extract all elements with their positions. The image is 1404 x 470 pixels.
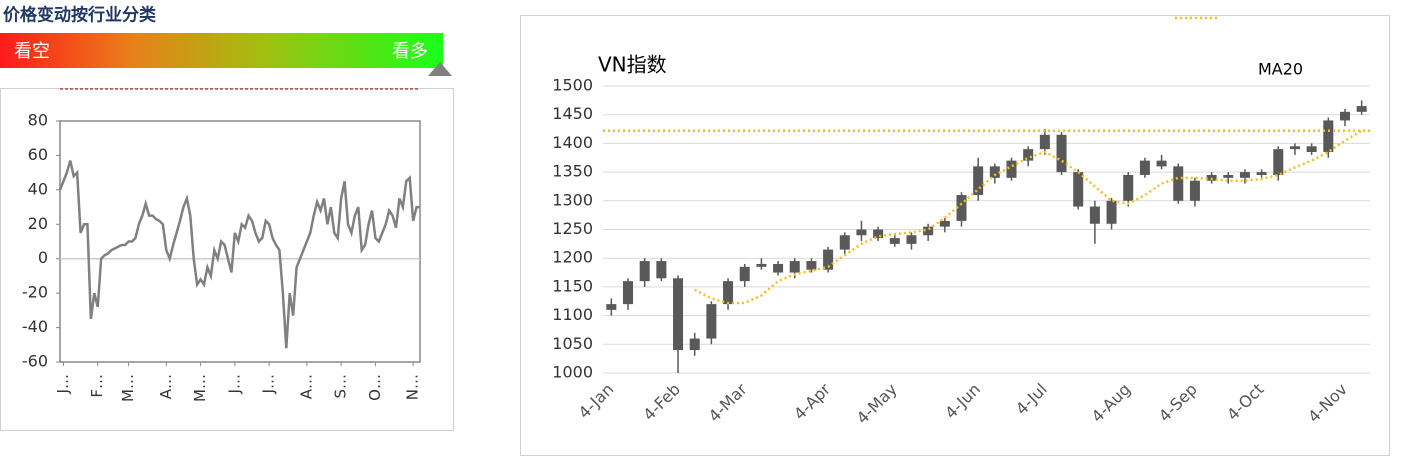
candle-body xyxy=(689,338,700,351)
candle-body xyxy=(1256,172,1267,175)
x-tick-label: N… xyxy=(404,374,422,400)
candle-body xyxy=(1023,149,1034,161)
candle-body xyxy=(856,229,867,236)
candle-body xyxy=(1056,134,1067,173)
chart-title: VN指数 xyxy=(598,53,667,77)
candle-body xyxy=(1306,146,1317,153)
y-tick-label: 1350 xyxy=(552,162,593,181)
x-tick-label: 4-Jun xyxy=(941,380,984,423)
x-tick-label: 4-May xyxy=(853,380,901,428)
x-tick-label: F… xyxy=(88,374,106,398)
y-tick-label: 1450 xyxy=(552,104,593,123)
x-tick-label: 4-Nov xyxy=(1304,380,1351,427)
candle-body xyxy=(873,229,884,239)
y-tick-label: 0 xyxy=(38,248,48,267)
candle-body xyxy=(706,304,717,339)
data-line xyxy=(58,160,420,349)
x-tick-label: 4-Sep xyxy=(1155,380,1201,426)
candle-body xyxy=(906,235,917,244)
y-tick-label: 1050 xyxy=(552,334,593,353)
candle-body xyxy=(623,281,634,305)
candle-body xyxy=(1156,160,1167,167)
candle-body xyxy=(1089,206,1100,224)
candle-body xyxy=(606,304,617,310)
candle-body xyxy=(989,166,1000,178)
x-tick-label: 4-Feb xyxy=(639,380,684,425)
y-tick-label: 1250 xyxy=(552,219,593,238)
panel-title: 价格变动按行业分类 xyxy=(3,5,157,26)
candle-body xyxy=(1273,149,1284,175)
x-tick-label: 4-Apr xyxy=(790,379,834,423)
bearish-label: 看空 xyxy=(14,41,50,62)
x-tick-label: M… xyxy=(119,374,137,402)
candle-body xyxy=(823,249,834,270)
legend-label: MA20 xyxy=(1258,60,1303,79)
plot-frame xyxy=(59,120,421,363)
candle-body xyxy=(1139,160,1150,175)
y-tick-label: 60 xyxy=(28,145,48,164)
x-tick-label: J… xyxy=(225,374,243,394)
bullish-label: 看多 xyxy=(392,41,428,62)
candle-body xyxy=(1289,146,1300,150)
candle-body xyxy=(723,281,734,305)
candle-body xyxy=(639,261,650,282)
x-tick-label: A… xyxy=(297,374,315,399)
candle-body xyxy=(756,263,767,267)
x-tick-label: O… xyxy=(366,374,384,401)
x-tick-label: 4-Aug xyxy=(1088,380,1135,427)
y-tick-label: 1500 xyxy=(552,76,593,95)
y-tick-label: 1100 xyxy=(552,305,593,324)
y-tick-label: 1150 xyxy=(552,276,593,295)
y-tick-label: -40 xyxy=(22,317,48,336)
x-tick-label: J… xyxy=(54,374,72,394)
y-tick-label: 1000 xyxy=(552,363,593,382)
candle-body xyxy=(739,266,750,282)
candle-body xyxy=(673,278,684,351)
candle-body xyxy=(939,220,950,227)
x-tick-label: 4-Jan xyxy=(575,380,618,423)
candle-body xyxy=(1356,106,1367,112)
candle-body xyxy=(1173,166,1184,201)
x-tick-label: A… xyxy=(157,374,175,399)
x-tick-label: M… xyxy=(191,374,209,402)
candle-body xyxy=(1323,120,1334,153)
x-tick-label: 4-Jul xyxy=(1012,380,1051,419)
candle-body xyxy=(773,263,784,273)
right-panel xyxy=(520,15,1390,456)
candle-body xyxy=(1123,174,1134,201)
candle-body xyxy=(1106,200,1117,224)
y-tick-label: -60 xyxy=(22,352,48,371)
y-tick-label: 1400 xyxy=(552,133,593,152)
y-tick-label: 40 xyxy=(28,179,48,198)
candle-body xyxy=(1006,160,1017,178)
candle-body xyxy=(789,261,800,273)
x-tick-label: 4-Oct xyxy=(1223,380,1268,425)
candle-body xyxy=(1039,134,1050,150)
y-tick-label: 1300 xyxy=(552,190,593,209)
candle-body xyxy=(956,195,967,221)
y-tick-label: 1200 xyxy=(552,248,593,267)
indicator xyxy=(428,62,452,76)
candle-body xyxy=(1239,172,1250,178)
x-tick-label: 4-Mar xyxy=(705,379,751,425)
candle-body xyxy=(656,261,667,279)
candle-body xyxy=(839,235,850,250)
x-tick-label: S… xyxy=(332,374,350,399)
candle-body xyxy=(1073,172,1084,207)
x-tick-label: J… xyxy=(260,374,278,394)
candle-body xyxy=(1189,180,1200,201)
candle-body xyxy=(1223,174,1234,178)
candle-body xyxy=(806,261,817,270)
candle-body xyxy=(1339,111,1350,121)
candle-body xyxy=(923,226,934,236)
y-tick-label: 20 xyxy=(28,214,48,233)
y-tick-label: 80 xyxy=(28,111,48,130)
y-tick-label: -20 xyxy=(22,283,48,302)
candle-body xyxy=(889,238,900,244)
sentiment-bar xyxy=(0,33,443,68)
candle-body xyxy=(973,166,984,196)
